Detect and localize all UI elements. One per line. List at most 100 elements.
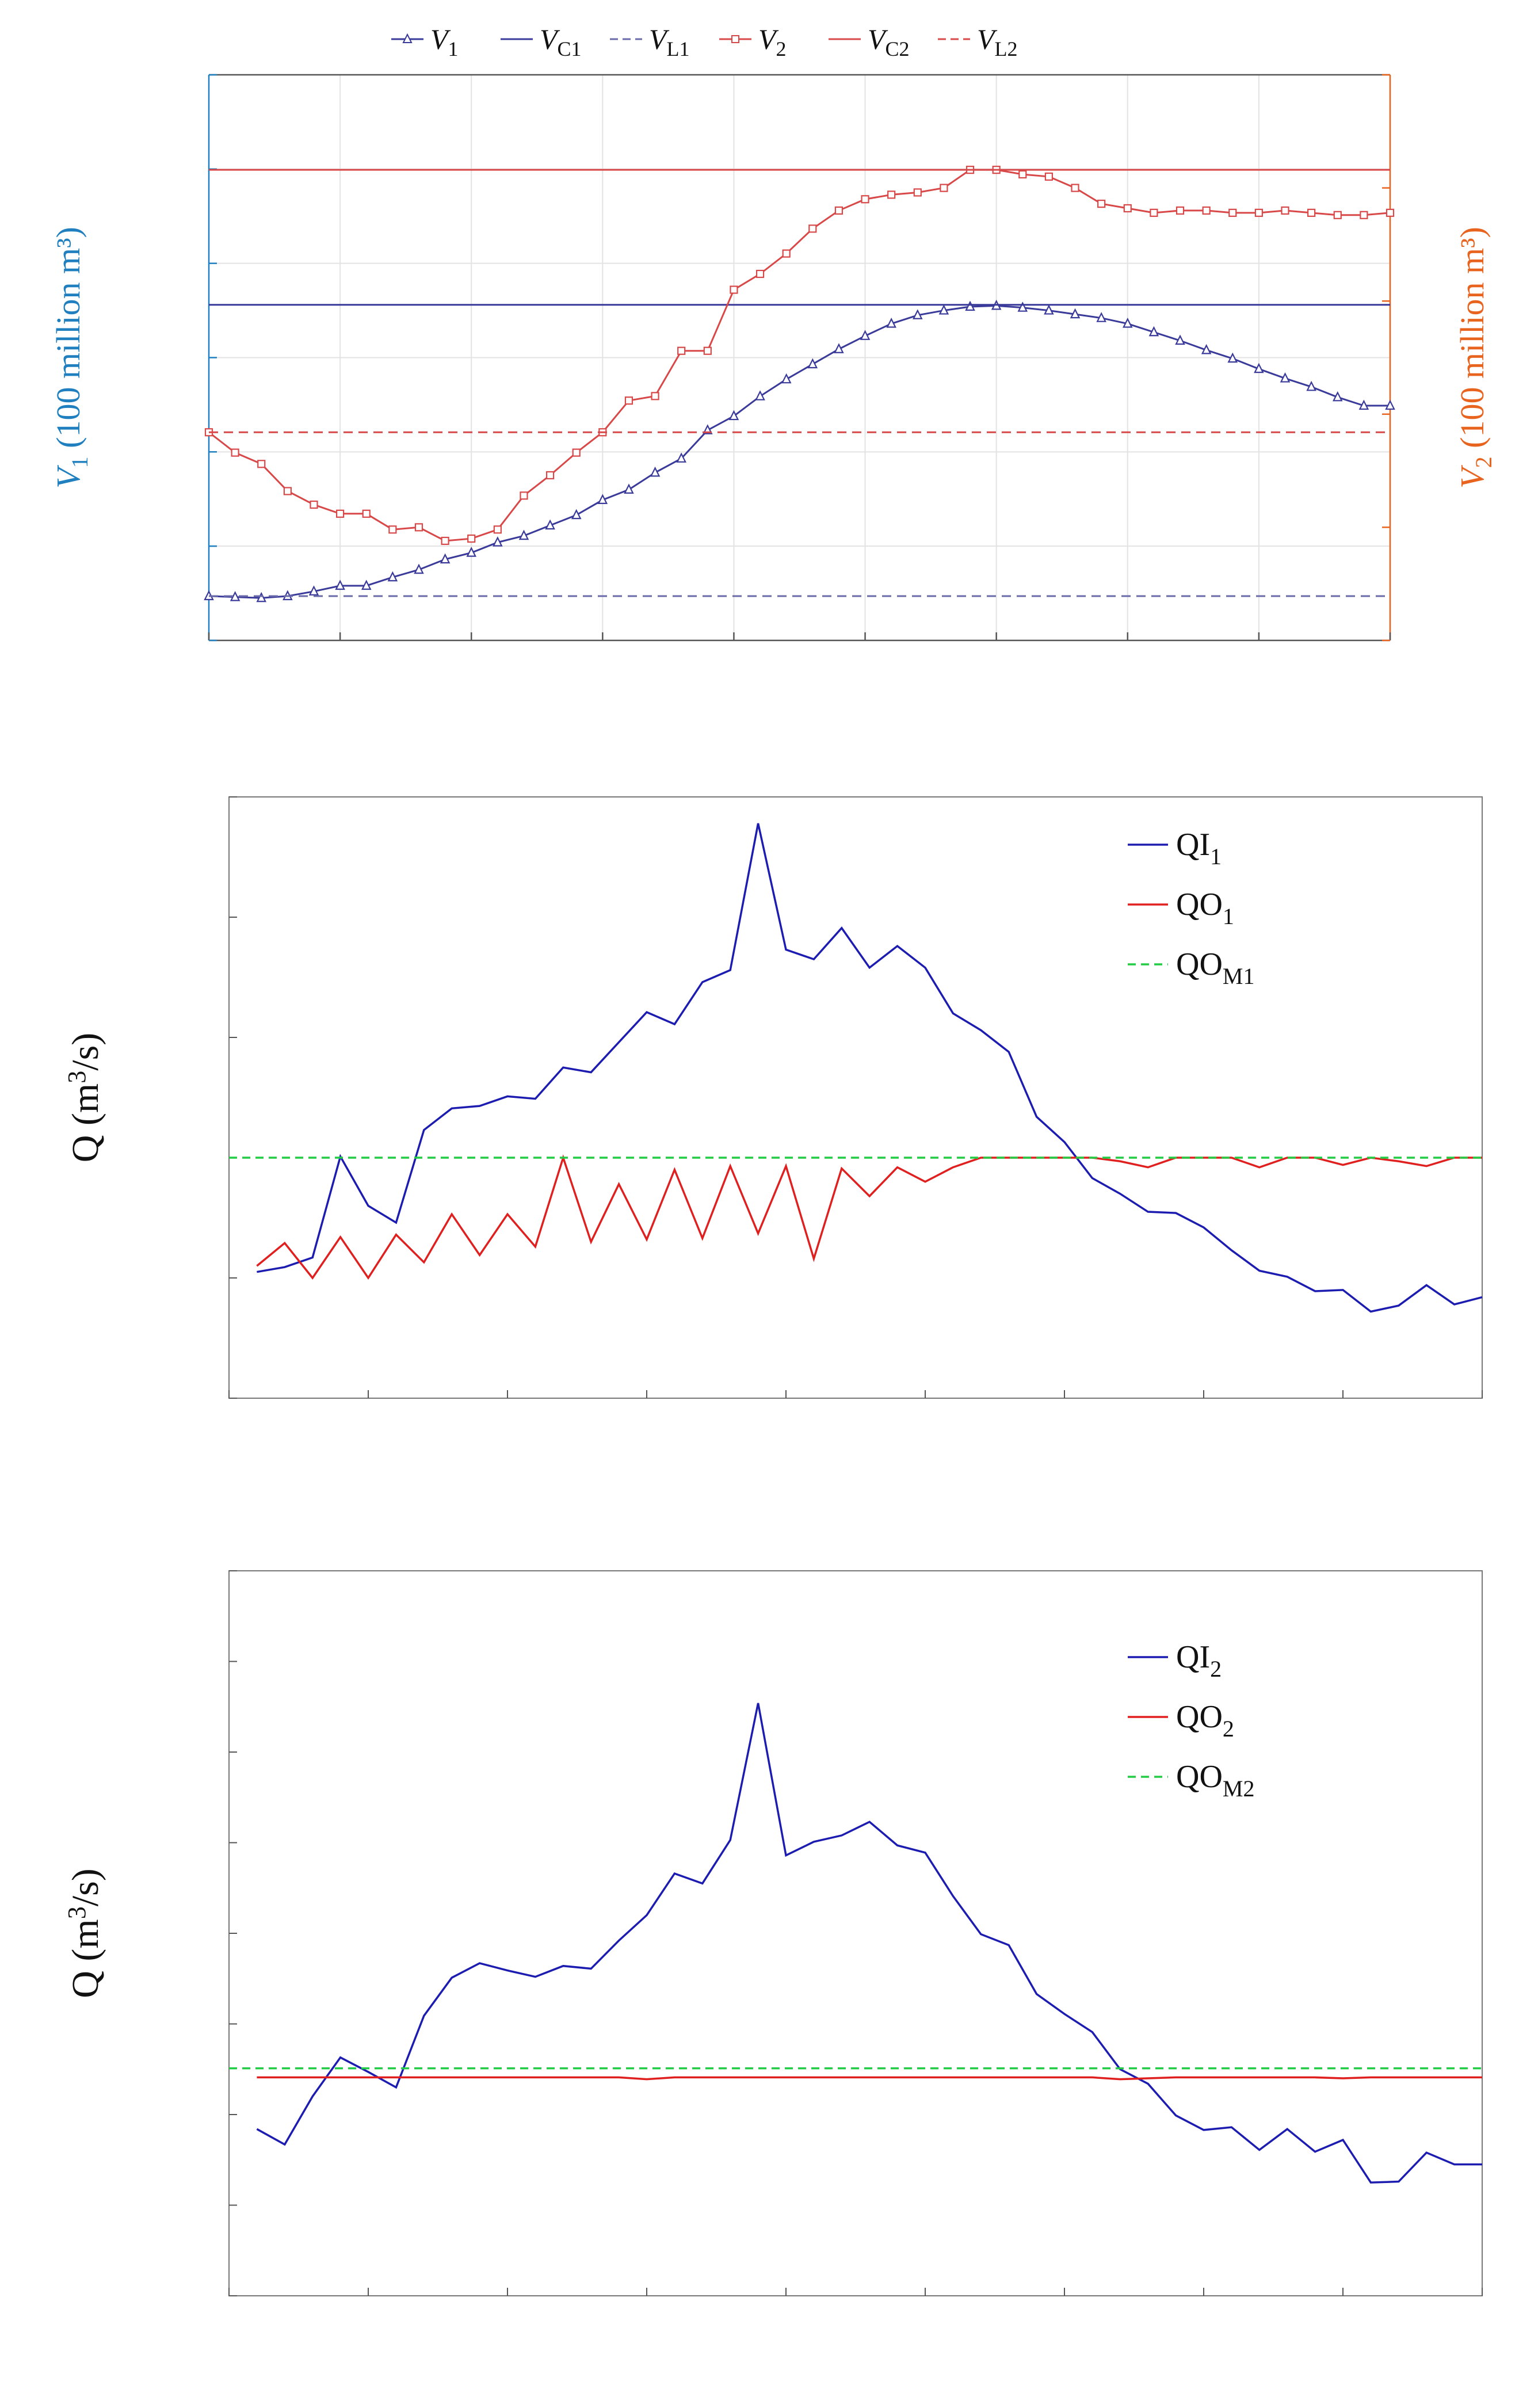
legend-label-sub: 2 xyxy=(776,37,787,60)
data-point-v1 xyxy=(466,547,477,557)
data-point-v2 xyxy=(1018,170,1027,179)
data-point-v1 xyxy=(1385,399,1395,410)
data-point-v2 xyxy=(257,460,266,468)
data-point-v1 xyxy=(807,358,818,369)
data-point-v2 xyxy=(1202,206,1211,215)
data-point-v1 xyxy=(518,529,529,540)
legend-label-sub: C2 xyxy=(886,37,910,60)
data-point-v2 xyxy=(493,525,502,534)
legend-label-sub: 1 xyxy=(448,37,459,60)
legend-label-name: QO xyxy=(1176,1759,1223,1795)
data-point-v1 xyxy=(1017,302,1028,312)
data-point-v1 xyxy=(597,494,608,504)
data-point-v1 xyxy=(571,509,582,520)
data-point-v1 xyxy=(1358,399,1369,410)
data-point-v2 xyxy=(283,487,292,495)
y-axis-label-right-sub: 2 xyxy=(1471,456,1497,468)
data-point-v2 xyxy=(467,534,476,543)
legend-label: VC2 xyxy=(868,23,910,60)
y-axis-label-left-var: V xyxy=(49,464,87,489)
data-point-v1 xyxy=(308,585,319,596)
series-line-1 xyxy=(208,304,1390,599)
data-point-v2 xyxy=(755,269,765,278)
legend-label: V2 xyxy=(758,23,787,60)
data-point-v2 xyxy=(1123,204,1132,213)
data-point-v2 xyxy=(336,509,345,518)
data-point-v1 xyxy=(676,452,686,463)
data-point-v1 xyxy=(230,591,241,601)
legend-label-name: QI xyxy=(1176,1639,1210,1675)
data-point-v2 xyxy=(677,346,686,355)
legend-label: VL1 xyxy=(649,23,690,60)
data-point-v1 xyxy=(256,591,267,602)
data-point-v1 xyxy=(1280,372,1291,383)
data-point-v2 xyxy=(572,448,581,457)
data-point-v2 xyxy=(414,523,423,532)
legend-label-var: V xyxy=(758,23,779,55)
data-point-v2 xyxy=(1333,211,1342,219)
legend-label-name: QI xyxy=(1176,827,1210,863)
data-point-v2 xyxy=(861,195,869,204)
data-point-v2 xyxy=(545,471,555,480)
legend-label: QOM1 xyxy=(1176,947,1254,989)
legend-label-sub: C1 xyxy=(558,37,582,60)
legend-label: QI2 xyxy=(1176,1639,1222,1682)
data-point-v2 xyxy=(231,448,239,457)
legend-label-sub: M1 xyxy=(1223,963,1255,989)
data-point-v1 xyxy=(361,579,372,590)
data-point-v1 xyxy=(728,410,739,421)
y-axis-label-main: Q (m xyxy=(64,1919,106,1998)
data-point-v2 xyxy=(730,285,738,294)
data-point-v1 xyxy=(886,318,896,328)
legend-label-var: V xyxy=(540,23,560,55)
legend-label: V1 xyxy=(430,23,459,60)
data-point-v1 xyxy=(860,330,871,340)
data-point-v1 xyxy=(545,519,555,530)
data-point-v1 xyxy=(335,579,345,590)
legend-marker xyxy=(731,35,739,43)
legend-label-sub: 1 xyxy=(1223,903,1234,929)
y-axis-label-main: Q (m xyxy=(64,1083,106,1162)
legend-label: QOM2 xyxy=(1176,1759,1254,1802)
y-axis-label-right-var: V xyxy=(1453,464,1491,489)
series-line-qi2 xyxy=(256,1703,1482,2184)
data-point-v2 xyxy=(441,536,449,545)
data-point-v2 xyxy=(1307,208,1316,217)
legend-marker xyxy=(402,33,413,43)
data-point-v1 xyxy=(965,300,975,311)
legend-label: VC1 xyxy=(540,23,582,60)
data-point-v1 xyxy=(1044,304,1054,315)
legend-label-name: QO xyxy=(1176,887,1223,922)
y-axis-label-end: /s) xyxy=(64,1033,106,1071)
legend-label-sub: L2 xyxy=(995,37,1018,60)
data-point-v2 xyxy=(1254,208,1263,217)
data-point-v2 xyxy=(520,491,528,500)
data-point-v2 xyxy=(1360,211,1368,219)
data-point-v2 xyxy=(940,184,948,192)
data-point-v1 xyxy=(1332,391,1343,402)
data-point-v1 xyxy=(1070,308,1081,319)
series-line-qo1 xyxy=(256,1154,1482,1280)
data-point-v2 xyxy=(1044,172,1054,181)
data-point-v2 xyxy=(651,392,659,400)
data-point-v2 xyxy=(808,224,817,233)
data-point-v1 xyxy=(755,390,765,400)
legend-label-var: V xyxy=(977,23,998,55)
legend-label-sub: 2 xyxy=(1210,1656,1222,1682)
legend-label: QI1 xyxy=(1176,827,1222,869)
y-axis-label-left: V1 (100 million m³) xyxy=(49,227,93,489)
data-point-v1 xyxy=(440,553,451,564)
data-point-v2 xyxy=(887,190,896,199)
data-point-v2 xyxy=(388,525,397,534)
legend-label: VL2 xyxy=(977,23,1018,60)
y-axis-label-sup: 3 xyxy=(63,1906,91,1919)
data-point-v2 xyxy=(1228,208,1237,217)
legend-label-var: V xyxy=(868,23,888,55)
data-point-v1 xyxy=(414,563,424,574)
data-point-v2 xyxy=(1150,208,1158,217)
legend-label-sub: 1 xyxy=(1210,844,1222,869)
data-point-v1 xyxy=(1227,352,1238,363)
data-point-v2 xyxy=(703,346,712,355)
data-point-v2 xyxy=(834,206,844,215)
